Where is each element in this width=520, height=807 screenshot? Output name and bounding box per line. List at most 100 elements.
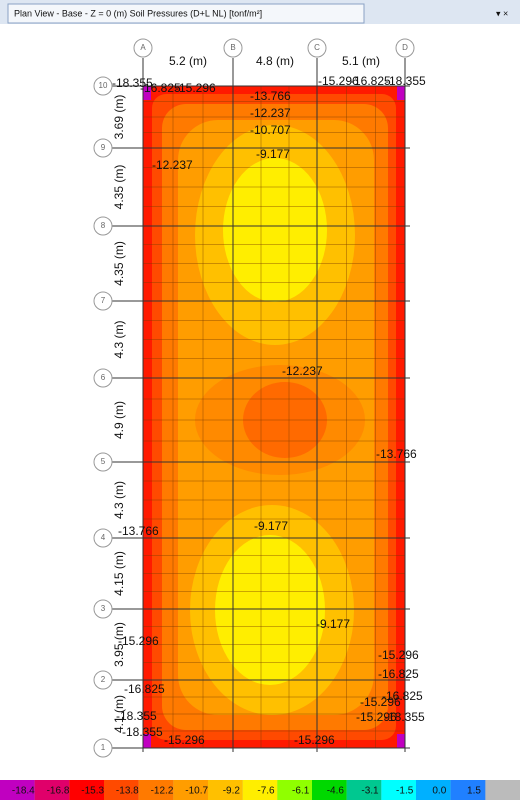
row-spacing: 3.95 (m) [112,622,126,667]
legend-swatch [138,780,174,800]
row-spacing: 3.69 (m) [112,95,126,140]
column-label: A [140,43,146,52]
grid-bubble [93,138,113,158]
legend-swatch [242,780,278,800]
row-spacing: 4.9 (m) [112,401,126,439]
legend-swatch [208,780,243,800]
contour-label: -15.296 [360,695,401,709]
row-spacing: 4.35 (m) [112,165,126,210]
grid-bubble [307,38,327,58]
legend-swatch [69,780,104,800]
contour-label: -16.825 [140,81,181,95]
tab-title: Plan View - Base - Z = 0 (m) Soil Pressu… [14,8,262,18]
contour-band [397,86,405,100]
mesh [112,58,410,752]
legend-swatch [34,780,70,800]
contour-label: -10.707 [250,123,291,137]
contour-label: -18.355 [116,709,157,723]
legend-swatch [346,780,382,800]
grid-bubble [93,528,113,548]
row-label: 1 [101,743,106,752]
legend-label: 0.0 [432,786,446,797]
grid-bubble [133,38,153,58]
row-spacing: 4.15 (m) [112,551,126,596]
contour-label: -15.296 [318,74,359,88]
tab-controls[interactable]: ▾ × [496,8,508,18]
contour-plot [143,86,405,748]
legend-label: -3.1 [361,786,379,797]
column-spacing: 5.1 (m) [342,54,380,68]
legend-swatch [104,780,139,800]
contour-label: -12.237 [250,106,291,120]
contour-label: -15.296 [356,710,397,724]
row-label: 6 [101,373,106,382]
row-spacing: 4.3 (m) [112,320,126,358]
contour-band [223,158,327,302]
legend-swatch [381,780,416,800]
contour-label: -15.296 [378,648,419,662]
legend-label: -1.5 [396,786,414,797]
tab[interactable] [7,3,365,24]
contour-label: -18.355 [385,74,426,88]
column-label: B [230,43,235,52]
contour-label: -15.296 [118,634,159,648]
row-label: 4 [101,533,106,542]
row-label: 7 [101,296,106,305]
legend-swatch [416,780,451,800]
contour-label: -13.766 [376,447,417,461]
contour-label: -15.296 [175,81,216,95]
grid-bubble [93,670,113,690]
column-label: D [402,43,408,52]
grid-bubble [93,368,113,388]
legend-label: -12.2 [151,786,174,797]
contour-label: -9.177 [254,519,288,533]
contour-label: -16.825 [382,689,423,703]
row-label: 3 [101,604,106,613]
row-spacing: 4.1 (m) [112,695,126,733]
grid-bubble [93,452,113,472]
legend-swatch [450,780,486,800]
contour-band [397,734,405,748]
contour-label: -13.766 [118,524,159,538]
contour-label: -15.296 [164,733,205,747]
grid-bubble [93,738,113,758]
legend-swatch [312,780,347,800]
contour-label: -9.177 [256,147,290,161]
grid-bubble [395,38,415,58]
legend-swatch [277,780,312,800]
row-spacing: 4.3 (m) [112,481,126,519]
contour-label: -16.825 [124,682,165,696]
grid-bubble [93,599,113,619]
column-spacing: 4.8 (m) [256,54,294,68]
column-spacing: 5.2 (m) [169,54,207,68]
row-label: 2 [101,675,106,684]
contour-label: -12.237 [152,158,193,172]
contour-band [215,535,325,685]
legend-label: -6.1 [292,786,310,797]
legend-label: -10.7 [185,786,208,797]
grid-bubble [93,76,113,96]
contour-label: -16.825 [378,667,419,681]
legend-label: -4.6 [327,786,345,797]
legend: -18.4 -16.8 -15.3 -13.8 -12.2 -10.7 -9.2 -7.6 -6… [0,780,520,800]
grid-bubble [93,216,113,236]
contour-label: -15.296 [294,733,335,747]
row-spacing: 4.35 (m) [112,241,126,286]
labels: A B C D 5.2 (m) 4.8 (m) 5.1 (m) 10 9 8 7 6 5 4 3 2 1 3.69… [93,38,426,758]
legend-label: 1.5 [467,786,481,797]
column-label: C [314,43,320,52]
legend-swatch [173,780,208,800]
contour-label: -18.355 [112,76,153,90]
contour-label: -18.355 [122,725,163,739]
legend-label: -7.6 [257,786,275,797]
legend-label: -16.8 [47,786,70,797]
contour-label: -9.177 [316,617,350,631]
contour-band [143,86,151,100]
row-label: 8 [101,221,106,230]
grid-bubble [93,291,113,311]
row-label: 10 [99,81,108,90]
legend-label: -9.2 [223,786,241,797]
contour-label: -18.355 [384,710,425,724]
contour-label: -13.766 [250,89,291,103]
